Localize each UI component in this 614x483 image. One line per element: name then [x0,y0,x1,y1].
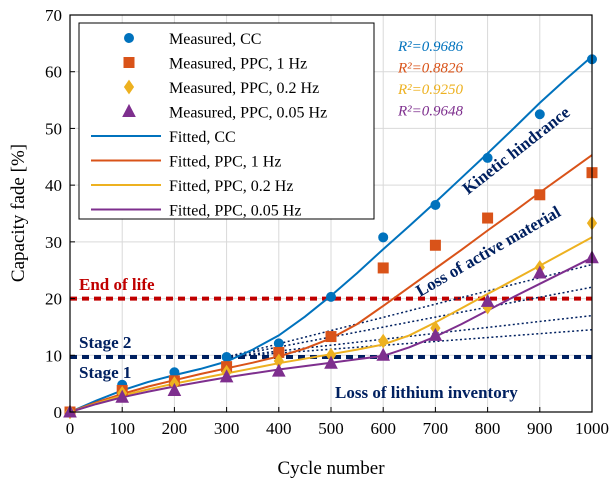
r-squared-label: R²=0.9686 [397,39,464,55]
x-tick-label: 700 [423,419,449,438]
y-tick-label: 30 [45,233,62,252]
triangle-marker [167,382,182,396]
reference-lines [70,296,592,359]
triangle-marker [532,265,547,279]
y-tick-label: 50 [45,119,62,138]
square-marker [482,212,494,224]
triangle-marker [271,363,286,377]
square-marker [123,57,135,68]
square-marker [429,239,441,251]
legend-entry-label: Fitted, PPC, 0.05 Hz [169,203,301,220]
triangle-marker [115,389,130,403]
legend-entry-label: Fitted, PPC, 1 Hz [169,154,281,171]
square-marker [377,262,389,274]
stage-2-label: Stage 2 [79,333,131,352]
r-squared-labels: R²=0.9686 R²=0.8826 R²=0.9250 R²=0.9648 [397,39,464,120]
triangle-marker [376,347,391,361]
square-marker [325,331,337,343]
x-tick-label: 100 [109,419,135,438]
y-tick-label: 20 [45,290,62,309]
r-squared-label: R²=0.9250 [397,82,464,98]
legend-entry-label: Measured, PPC, 0.05 Hz [169,105,327,122]
kinetic-hindrance-label: Kinetic hindrance [459,102,574,198]
legend-entry-label: Fitted, PPC, 0.2 Hz [169,178,293,195]
x-tick-label: 400 [266,419,292,438]
loss-of-lithium-inventory-label: Loss of lithium inventory [335,383,518,402]
trend-line [226,314,593,358]
x-tick-label: 200 [162,419,188,438]
end-of-life-label: End of life [79,275,155,294]
x-tick-label: 600 [370,419,396,438]
legend-entry-label: Fitted, CC [169,129,236,146]
legend-entry-label: Measured, PPC, 0.2 Hz [169,80,319,97]
triangle-marker [480,293,495,307]
circle-marker [326,291,336,302]
legend: Measured, CC Measured, PPC, 1 Hz Measured,… [78,22,375,220]
x-axis-ticks: 0 100 200 300 400 500 600 700 800 900 1000 [66,407,609,438]
triangle-marker [122,103,136,117]
r-squared-label: R²=0.8826 [397,61,464,77]
circle-marker [430,199,441,210]
stage-1-label: Stage 1 [79,363,131,382]
legend-box [78,22,375,220]
y-tick-label: 60 [45,63,62,82]
legend-entry-label: Measured, PPC, 1 Hz [169,56,307,73]
y-tick-label: 70 [45,6,62,25]
x-axis-label: Cycle number [277,458,385,479]
triangle-marker [428,327,443,341]
x-tick-label: 1000 [575,419,609,438]
y-tick-label: 0 [54,403,63,422]
diamond-marker [378,333,389,349]
y-tick-label: 10 [45,346,62,365]
x-tick-label: 0 [66,419,75,438]
circle-marker [124,33,134,43]
circle-marker [273,338,284,349]
y-axis-ticks: 0 10 20 30 40 50 60 70 [45,6,75,422]
circle-marker [378,232,389,243]
square-marker [534,189,546,201]
r-squared-label: R²=0.9648 [397,104,464,120]
triangle-marker [219,369,234,383]
diamond-marker [123,79,135,95]
x-tick-label: 800 [475,419,501,438]
y-axis-label: Capacity fade [%] [8,144,29,282]
trend-line [226,286,593,358]
x-tick-label: 500 [318,419,344,438]
circle-marker [534,109,545,120]
triangle-marker [324,355,338,369]
trend-lines [226,263,593,358]
legend-entry-label: Measured, CC [169,31,261,48]
x-tick-label: 900 [527,419,553,438]
x-tick-label: 300 [214,419,240,438]
y-tick-label: 40 [45,176,62,195]
circle-marker [482,152,493,163]
circle-marker [221,351,232,362]
